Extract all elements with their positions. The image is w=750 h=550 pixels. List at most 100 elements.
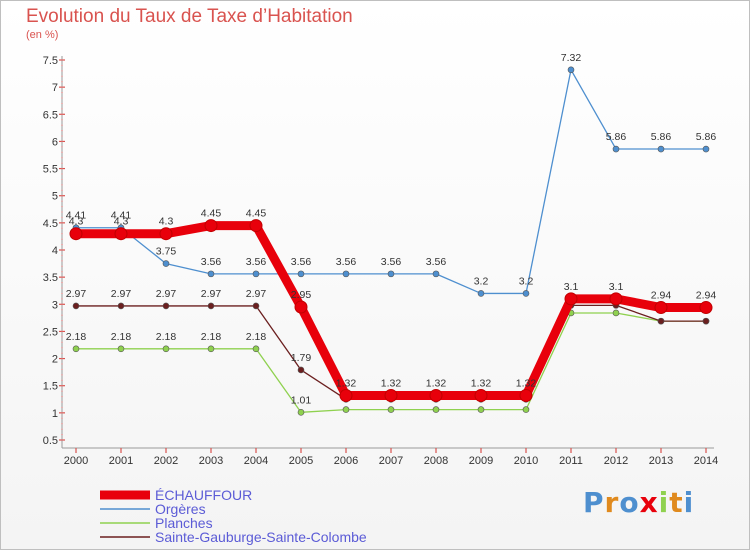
y-tick-label: 4 (52, 245, 58, 257)
data-point (297, 270, 305, 278)
data-label: 1.32 (471, 377, 492, 389)
data-point (387, 270, 395, 278)
data-point (249, 219, 263, 233)
data-label: 5.86 (606, 131, 627, 143)
data-point (432, 270, 440, 278)
x-tick-label: 2003 (199, 455, 223, 467)
y-minor-dot (61, 385, 63, 387)
y-minor-dot (61, 178, 63, 181)
y-minor-dot (61, 433, 63, 436)
x-tick-label: 2007 (379, 455, 403, 467)
data-label: 4.45 (246, 208, 267, 220)
y-minor-dot (61, 119, 63, 121)
data-point (657, 145, 665, 153)
x-tick-label: 2006 (334, 455, 358, 467)
legend-label: Planches (155, 515, 213, 531)
data-label: 2.97 (201, 288, 222, 300)
brand-letter: t (669, 486, 684, 519)
data-label: 4.3 (159, 216, 174, 228)
y-minor-dot (61, 292, 63, 295)
y-minor-dot (61, 113, 63, 115)
y-tick-label: 1.5 (43, 381, 58, 393)
y-minor-dot (61, 227, 63, 229)
y-minor-dot (61, 102, 63, 105)
x-tick-label: 2012 (604, 455, 628, 467)
y-minor-dot (61, 336, 63, 338)
data-label: 2.18 (66, 331, 87, 343)
brand-letter: x (639, 486, 659, 519)
data-label: 4.45 (201, 208, 222, 220)
y-minor-dot (61, 59, 63, 61)
data-point (702, 317, 710, 325)
axes: 0.5 1 1.5 2 2.5 3 3.5 4 4.5 5 5.5 6 6.5 7 7.5 2000 2001 2… (43, 55, 719, 467)
y-minor-dot (61, 151, 63, 153)
x-tick-label: 2005 (289, 455, 313, 467)
data-point (207, 302, 215, 310)
data-label: 2.94 (696, 290, 717, 302)
y-minor-dot (61, 70, 63, 72)
y-minor-dot (61, 325, 63, 327)
y-minor-dot (61, 157, 63, 159)
x-tick-label: 2000 (64, 455, 88, 467)
x-tick-label: 2014 (694, 455, 718, 467)
y-minor-dot (61, 81, 63, 83)
y-minor-dot (61, 162, 63, 164)
y-tick-label: 7.5 (43, 55, 58, 67)
data-label: 2.95 (291, 289, 312, 301)
y-tick-label: 7 (52, 82, 58, 94)
y-minor-dot (61, 216, 63, 219)
y-minor-dot (61, 379, 63, 381)
data-label: 1.32 (336, 377, 357, 389)
y-minor-dot (61, 298, 63, 300)
y-minor-dot (61, 347, 63, 349)
y-minor-dot (61, 233, 63, 235)
data-label: 3.1 (564, 281, 579, 293)
data-point (654, 301, 668, 315)
x-tick-label: 2002 (154, 455, 178, 467)
data-point (117, 302, 125, 310)
data-point (252, 302, 260, 310)
y-minor-dot (61, 189, 63, 191)
data-point (162, 345, 170, 353)
y-tick-label: 2.5 (43, 326, 58, 338)
y-minor-dot (61, 146, 63, 148)
y-minor-dot (61, 352, 63, 354)
y-minor-dot (61, 287, 63, 289)
data-point (612, 309, 620, 317)
y-minor-dot (61, 314, 63, 316)
data-label: 1.32 (426, 377, 447, 389)
data-label: 2.97 (156, 288, 177, 300)
x-tick-label: 2001 (109, 455, 133, 467)
y-minor-dot (61, 265, 63, 267)
data-point (657, 317, 665, 325)
y-minor-dot (61, 129, 63, 132)
y-minor-dot (61, 401, 63, 403)
y-minor-dot (61, 412, 63, 414)
data-point (69, 227, 83, 241)
y-minor-dot (61, 205, 63, 208)
y-minor-dot (61, 357, 63, 360)
y-minor-dot (61, 195, 63, 197)
y-minor-dot (61, 395, 63, 398)
data-label: 4.41 (111, 210, 132, 222)
data-point (519, 388, 533, 402)
data-point (429, 388, 443, 402)
y-tick-label: 1 (52, 408, 58, 420)
y-minor-dot (61, 428, 63, 430)
y-minor-dot (61, 184, 63, 186)
x-tick-label: 2008 (424, 455, 448, 467)
y-minor-dot (61, 330, 63, 333)
y-tick-label: 2 (52, 354, 58, 366)
data-point (294, 300, 308, 314)
data-label: 3.56 (201, 256, 222, 268)
y-minor-dot (61, 303, 63, 305)
y-minor-dot (61, 423, 63, 425)
y-tick-label: 3.5 (43, 272, 58, 284)
data-label: 1.79 (291, 352, 312, 364)
y-minor-dot (61, 135, 63, 137)
data-point (162, 260, 170, 267)
chart-title: Evolution du Taux de Taxe d’Habitation (26, 6, 353, 27)
data-label: 2.18 (201, 331, 222, 343)
data-point (384, 388, 398, 402)
data-label: 2.97 (66, 288, 87, 300)
